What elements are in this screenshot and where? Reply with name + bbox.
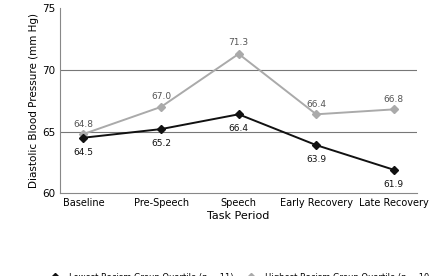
- Text: 64.5: 64.5: [74, 148, 93, 156]
- Text: 61.9: 61.9: [384, 180, 404, 189]
- Text: 65.2: 65.2: [151, 139, 171, 148]
- Text: 71.3: 71.3: [229, 38, 249, 47]
- Text: 66.4: 66.4: [306, 100, 326, 109]
- Y-axis label: Diastolic Blood Pressure (mm Hg): Diastolic Blood Pressure (mm Hg): [29, 13, 39, 188]
- Text: 63.9: 63.9: [306, 155, 326, 164]
- X-axis label: Task Period: Task Period: [207, 211, 270, 221]
- Text: 66.4: 66.4: [229, 124, 249, 133]
- Text: 66.8: 66.8: [384, 95, 404, 104]
- Legend: Lowest Racism Group Quartile (n = 11), Highest Racism Group Quartile (n = 10): Lowest Racism Group Quartile (n = 11), H…: [41, 270, 430, 276]
- Text: 67.0: 67.0: [151, 92, 171, 101]
- Text: 64.8: 64.8: [74, 120, 93, 129]
